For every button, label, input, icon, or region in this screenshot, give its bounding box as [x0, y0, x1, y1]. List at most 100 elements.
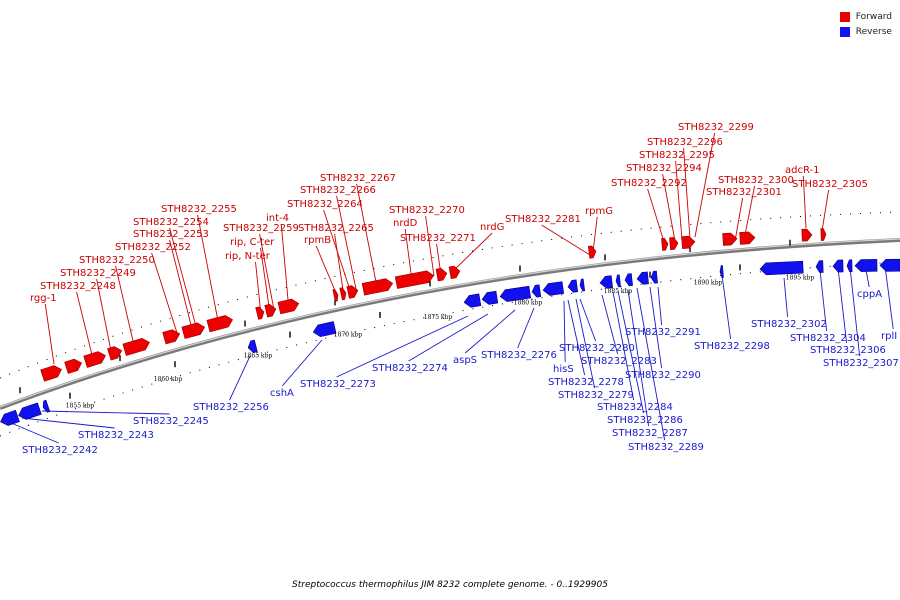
forward-gene-label[interactable]: STH8232_2281 [505, 214, 581, 225]
reverse-gene-label[interactable]: STH8232_2291 [625, 327, 701, 338]
reverse-gene-label[interactable]: STH8232_2274 [372, 363, 448, 374]
forward-gene-label[interactable]: STH8232_2248 [40, 281, 116, 292]
forward-gene-label[interactable]: rip, N-ter [225, 251, 271, 262]
reverse-gene-label[interactable]: STH8232_2287 [612, 428, 688, 439]
reverse-gene-label[interactable]: rplI [881, 331, 897, 342]
reverse-gene-label[interactable]: STH8232_2286 [607, 415, 683, 426]
reverse-gene-label[interactable]: hisS [553, 364, 574, 375]
reverse-gene-arrow[interactable] [815, 260, 824, 273]
forward-gene-arrow[interactable] [739, 231, 756, 245]
forward-gene-arrow[interactable] [722, 232, 738, 246]
reverse-gene-arrow[interactable] [719, 265, 724, 278]
reverse-gene-label[interactable]: STH8232_2289 [628, 442, 704, 453]
forward-gene-arrow[interactable] [277, 298, 300, 315]
reverse-gene-arrow[interactable] [599, 275, 613, 289]
reverse-gene-label[interactable]: STH8232_2245 [133, 416, 209, 427]
forward-gene-arrow[interactable] [162, 328, 182, 345]
reverse-gene-arrow[interactable] [41, 399, 51, 413]
reverse-gene-label[interactable]: STH8232_2242 [22, 445, 98, 456]
forward-gene-label[interactable]: adcR-1 [785, 165, 820, 176]
forward-gene-arrow[interactable] [332, 288, 339, 302]
forward-gene-arrow[interactable] [255, 306, 266, 320]
reverse-gene-label[interactable]: STH8232_2306 [810, 345, 886, 356]
forward-gene-arrow[interactable] [83, 350, 108, 368]
forward-gene-label[interactable]: rip, C-ter [230, 237, 275, 248]
forward-gene-label[interactable]: int-4 [266, 213, 289, 224]
forward-gene-label[interactable]: STH8232_2294 [626, 163, 702, 174]
forward-gene-label[interactable]: STH8232_2259 [223, 223, 299, 234]
forward-gene-arrow[interactable] [681, 235, 696, 250]
reverse-gene-label[interactable]: STH8232_2256 [193, 402, 269, 413]
forward-gene-arrow[interactable] [394, 270, 435, 289]
forward-gene-label[interactable]: nrdD [393, 218, 418, 229]
forward-gene-arrow[interactable] [346, 285, 359, 299]
forward-gene-label[interactable]: rpmG [585, 206, 613, 217]
forward-gene-label[interactable]: STH8232_2292 [611, 178, 687, 189]
reverse-gene-label[interactable]: STH8232_2273 [300, 379, 376, 390]
reverse-gene-arrow[interactable] [0, 409, 20, 427]
reverse-gene-arrow[interactable] [481, 290, 499, 305]
forward-gene-label[interactable]: STH8232_2264 [287, 199, 363, 210]
forward-gene-label[interactable]: STH8232_2305 [792, 179, 868, 190]
reverse-gene-arrow[interactable] [624, 273, 633, 287]
forward-gene-label[interactable]: STH8232_2250 [79, 255, 155, 266]
reverse-gene-label[interactable]: STH8232_2276 [481, 350, 557, 361]
forward-gene-label[interactable]: STH8232_2299 [678, 122, 754, 133]
forward-gene-label[interactable]: STH8232_2267 [320, 173, 396, 184]
forward-gene-label[interactable]: STH8232_2254 [133, 217, 209, 228]
reverse-gene-arrow[interactable] [854, 259, 878, 272]
reverse-gene-label[interactable]: cshA [270, 388, 294, 399]
reverse-gene-arrow[interactable] [846, 259, 853, 273]
reverse-gene-label[interactable]: STH8232_2283 [581, 356, 657, 367]
forward-gene-label[interactable]: STH8232_2295 [639, 150, 715, 161]
reverse-gene-label[interactable]: STH8232_2304 [790, 333, 866, 344]
forward-gene-label[interactable]: STH8232_2252 [115, 242, 191, 253]
forward-gene-label[interactable]: STH8232_2265 [298, 223, 374, 234]
reverse-gene-label[interactable]: STH8232_2243 [78, 430, 154, 441]
forward-gene-label[interactable]: nrdG [480, 222, 504, 233]
reverse-gene-arrow[interactable] [17, 402, 42, 421]
reverse-gene-arrow[interactable] [542, 281, 565, 297]
forward-gene-arrow[interactable] [339, 287, 347, 301]
reverse-gene-label[interactable]: STH8232_2284 [597, 402, 673, 413]
forward-gene-label[interactable]: STH8232_2266 [300, 185, 376, 196]
reverse-gene-label[interactable]: STH8232_2302 [751, 319, 827, 330]
forward-gene-label[interactable]: STH8232_2249 [60, 268, 136, 279]
reverse-gene-label[interactable]: STH8232_2298 [694, 341, 770, 352]
reverse-gene-arrow[interactable] [615, 274, 621, 288]
forward-gene-label[interactable]: rgg-1 [30, 293, 57, 304]
reverse-gene-arrow[interactable] [759, 260, 804, 276]
forward-gene-arrow[interactable] [122, 337, 151, 356]
reverse-gene-arrow[interactable] [879, 258, 900, 272]
forward-gene-arrow[interactable] [264, 303, 278, 318]
reverse-gene-label[interactable]: STH8232_2307 [823, 358, 899, 369]
forward-gene-label[interactable]: STH8232_2253 [133, 229, 209, 240]
reverse-gene-arrow[interactable] [579, 278, 586, 292]
reverse-gene-label[interactable]: cppA [857, 289, 882, 300]
forward-gene-label[interactable]: STH8232_2296 [647, 137, 723, 148]
forward-gene-arrow[interactable] [435, 267, 448, 282]
forward-gene-arrow[interactable] [206, 314, 234, 333]
forward-gene-label[interactable]: rpmB [304, 235, 331, 246]
forward-gene-label[interactable]: STH8232_2271 [400, 233, 476, 244]
reverse-gene-label[interactable]: STH8232_2278 [548, 377, 624, 388]
forward-gene-arrow[interactable] [181, 321, 206, 340]
reverse-gene-arrow[interactable] [650, 270, 658, 284]
reverse-gene-arrow[interactable] [531, 284, 542, 298]
forward-gene-arrow[interactable] [661, 237, 669, 251]
reverse-gene-label[interactable]: aspS [453, 355, 477, 366]
forward-gene-arrow[interactable] [107, 345, 124, 361]
reverse-gene-arrow[interactable] [312, 321, 337, 338]
reverse-gene-arrow[interactable] [463, 293, 482, 308]
forward-gene-label[interactable]: STH8232_2270 [389, 205, 465, 216]
reverse-gene-arrow[interactable] [636, 271, 649, 285]
forward-gene-arrow[interactable] [587, 245, 597, 259]
forward-gene-arrow[interactable] [40, 364, 64, 382]
reverse-gene-arrow[interactable] [832, 259, 844, 273]
forward-gene-arrow[interactable] [448, 265, 461, 280]
reverse-gene-label[interactable]: STH8232_2280 [559, 343, 635, 354]
forward-gene-label[interactable]: STH8232_2255 [161, 204, 237, 215]
forward-gene-arrow[interactable] [820, 228, 827, 241]
reverse-gene-label[interactable]: STH8232_2279 [558, 390, 634, 401]
forward-gene-arrow[interactable] [64, 357, 84, 374]
